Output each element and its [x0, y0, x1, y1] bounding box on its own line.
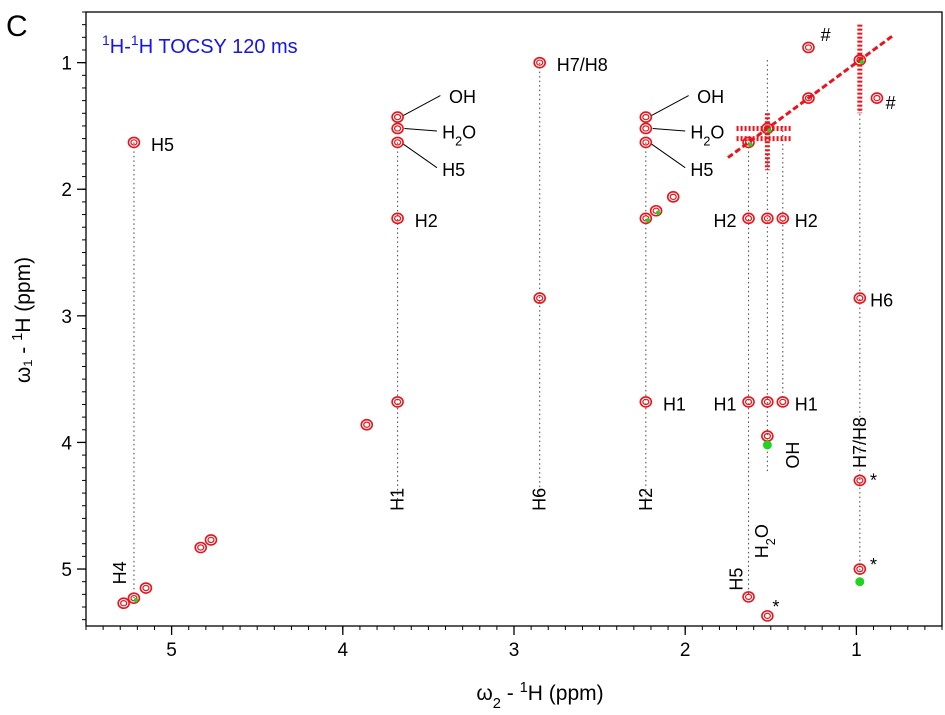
- y-axis-ticks: 1 2 3 4 5: [61, 11, 86, 621]
- cross-peak: [391, 212, 404, 225]
- cross-peak: [853, 54, 867, 66]
- peak-label: H6: [530, 488, 550, 511]
- peak-label: H2: [714, 211, 737, 231]
- label-leader-line: [650, 95, 689, 117]
- annotation-marker: *: [772, 597, 779, 617]
- peak-label: H4: [110, 561, 130, 584]
- cross-peak: [761, 396, 774, 408]
- peak-label: OH: [449, 87, 476, 107]
- y-axis-label: ω₁ - 1H (ppm): [10, 257, 35, 383]
- annotation-marker: #: [821, 25, 831, 45]
- cross-peaks: [117, 24, 895, 622]
- chart-title: 1H-1H TOCSY 120 ms: [102, 32, 298, 58]
- peak-label: H2: [415, 211, 438, 231]
- cross-peak: [204, 534, 218, 546]
- label-leader-line: [402, 95, 441, 117]
- cross-peak: [194, 541, 208, 554]
- annotation-marker: #: [886, 93, 896, 113]
- peak-label: H5: [151, 135, 174, 155]
- plot-frame: [85, 11, 943, 627]
- peak-label: H2O: [442, 122, 476, 148]
- label-leaders: [402, 95, 689, 169]
- peak-label: H1: [388, 488, 408, 511]
- x-tick-label: 5: [166, 640, 177, 661]
- cross-peak: [742, 212, 755, 225]
- cross-peak: [360, 418, 374, 431]
- cross-peak: [391, 111, 404, 123]
- label-leader-line: [652, 127, 686, 132]
- cross-peak: [639, 122, 653, 135]
- x-axis-ticks: 5 4 3 2 1: [85, 626, 943, 661]
- cross-peak: [855, 577, 865, 587]
- y-tick-label: 3: [61, 307, 72, 328]
- cross-peak: [761, 122, 774, 135]
- cross-peak: [139, 582, 153, 594]
- cross-peak: [391, 122, 404, 135]
- cross-peak: [802, 41, 815, 54]
- peak-label: H7/H8: [557, 55, 608, 75]
- cross-peak: [639, 212, 653, 225]
- cross-peak: [742, 591, 755, 603]
- cross-peak: [853, 563, 867, 575]
- peak-label: H1: [714, 394, 737, 414]
- label-leader-line: [404, 127, 437, 132]
- cross-peak: [391, 136, 404, 149]
- cross-peak: [776, 212, 790, 225]
- y-tick-label: 1: [61, 54, 72, 75]
- annotation-marker: *: [870, 555, 877, 575]
- x-axis-label: ω2 - 1H (ppm): [476, 680, 603, 712]
- x-tick-label: 3: [509, 640, 520, 661]
- peak-label: H2O: [752, 524, 778, 558]
- cross-peak: [761, 212, 774, 225]
- cross-peak: [802, 92, 815, 104]
- peak-label: H1: [795, 394, 818, 414]
- cross-peak: [853, 474, 867, 487]
- peak-label: H2: [795, 211, 818, 231]
- cross-peak: [853, 292, 867, 304]
- panel-letter: C: [6, 10, 28, 43]
- peak-label: H5: [442, 160, 465, 180]
- cross-peak: [533, 292, 546, 304]
- peak-label: H5: [727, 568, 747, 591]
- x-tick-label: 2: [680, 640, 691, 661]
- cross-peak: [391, 396, 404, 408]
- cross-peak: [742, 396, 755, 408]
- peak-label: H6: [870, 291, 893, 311]
- cross-peak: [639, 136, 653, 149]
- cross-peak: [762, 440, 772, 450]
- cross-peak: [649, 204, 663, 217]
- peak-label: H1: [663, 394, 686, 414]
- label-leader-line: [402, 143, 438, 169]
- peak-label: H7/H8: [850, 417, 870, 468]
- peak-label: OH: [697, 87, 724, 107]
- y-tick-label: 2: [61, 180, 72, 201]
- cross-peak: [127, 592, 141, 604]
- cross-peak: [742, 136, 755, 149]
- peak-label: OH: [783, 442, 803, 469]
- peak-label: H2O: [690, 122, 724, 148]
- cross-peak: [761, 610, 774, 622]
- peak-label: H5: [690, 160, 713, 180]
- cross-peak: [666, 191, 680, 203]
- peak-label: H2: [636, 488, 656, 511]
- peak-labels: H5H4OHH2OH5H2H1H7/H8H6OHH2OH5H1H2H2H1H5H…: [110, 25, 895, 617]
- cross-peak: [870, 92, 884, 104]
- cross-peak: [776, 396, 790, 408]
- x-tick-label: 4: [338, 640, 349, 661]
- cross-peak: [639, 111, 653, 123]
- y-tick-label: 5: [61, 560, 72, 581]
- cross-peak: [127, 136, 141, 149]
- label-leader-line: [650, 143, 686, 169]
- cross-peak: [533, 56, 546, 69]
- cross-peak: [639, 396, 653, 408]
- annotation-marker: *: [870, 470, 877, 490]
- y-tick-label: 4: [61, 433, 72, 454]
- cross-peak: [117, 597, 130, 610]
- x-tick-label: 1: [851, 640, 862, 661]
